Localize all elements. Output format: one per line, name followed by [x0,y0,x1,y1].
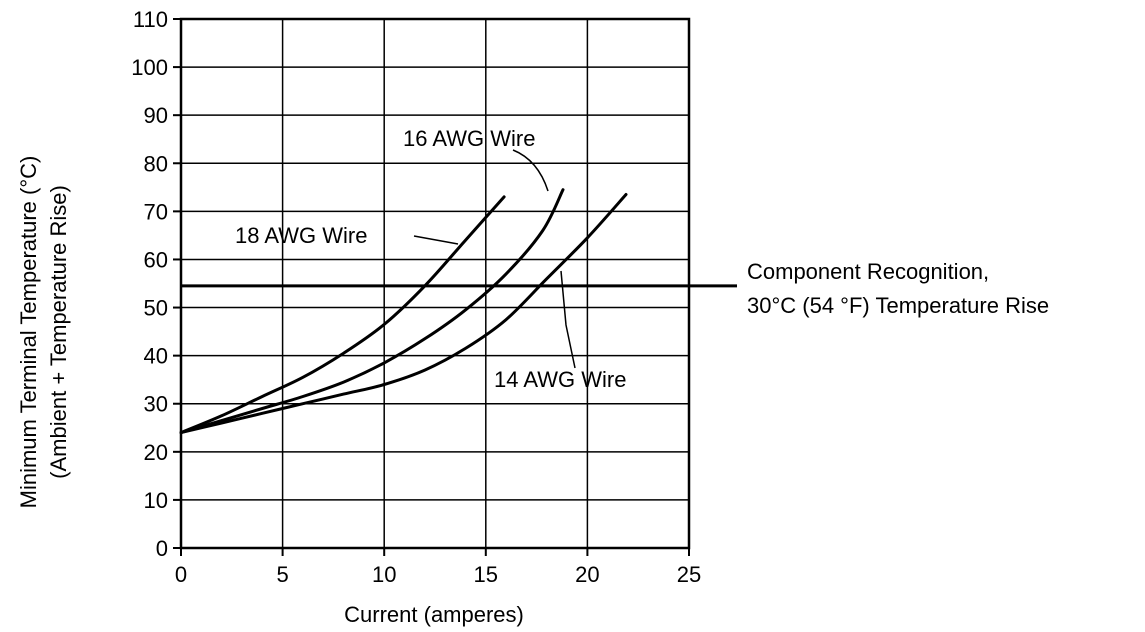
y-tick-label: 70 [144,199,168,224]
leader-line-16-awg [512,149,549,192]
y-tick-label: 110 [133,7,168,32]
leader-line-18-awg [413,235,459,245]
leader-line-14-awg [560,270,576,369]
grid-layer [181,19,689,548]
series-line-18-awg [179,195,506,435]
reference-label-line2: 30°C (54 °F) Temperature Rise [747,293,1049,318]
series-label-18-awg: 18 AWG Wire [235,223,367,248]
reference-label-line1: Component Recognition, [747,259,989,284]
plot-frame [179,17,691,550]
y-tick-label: 0 [156,536,168,561]
x-tick-label: 0 [175,562,187,587]
y-tick-label: 10 [144,488,168,513]
leader-lines [413,149,576,369]
x-tick-label: 5 [276,562,288,587]
y-tick-label: 100 [131,55,168,80]
y-tick-label: 50 [144,296,168,321]
tick-layer: 0 5 10 15 20 25 0 10 20 30 40 50 60 70 80 90 100 110 [131,7,701,587]
y-tick-label: 60 [144,247,168,272]
y-axis-title-line2: (Ambient + Temperature Rise) [46,185,71,479]
x-tick-label: 20 [575,562,599,587]
series-label-14-awg: 14 AWG Wire [494,367,626,392]
x-axis-title: Current (amperes) [344,602,524,627]
x-tick-label: 25 [677,562,701,587]
series-line-14-awg [179,193,628,435]
series-label-16-awg: 16 AWG Wire [403,126,535,151]
x-tick-label: 10 [372,562,396,587]
y-tick-label: 30 [144,392,168,417]
y-tick-label: 90 [144,103,168,128]
y-tick-label: 40 [144,344,168,369]
series-line-16-awg [179,188,565,435]
x-tick-label: 15 [474,562,498,587]
series-layer [179,188,628,435]
y-axis-title-line1: Minimum Terminal Temperature (°C) [16,156,41,509]
y-tick-label: 80 [144,151,168,176]
y-tick-label: 20 [144,440,168,465]
